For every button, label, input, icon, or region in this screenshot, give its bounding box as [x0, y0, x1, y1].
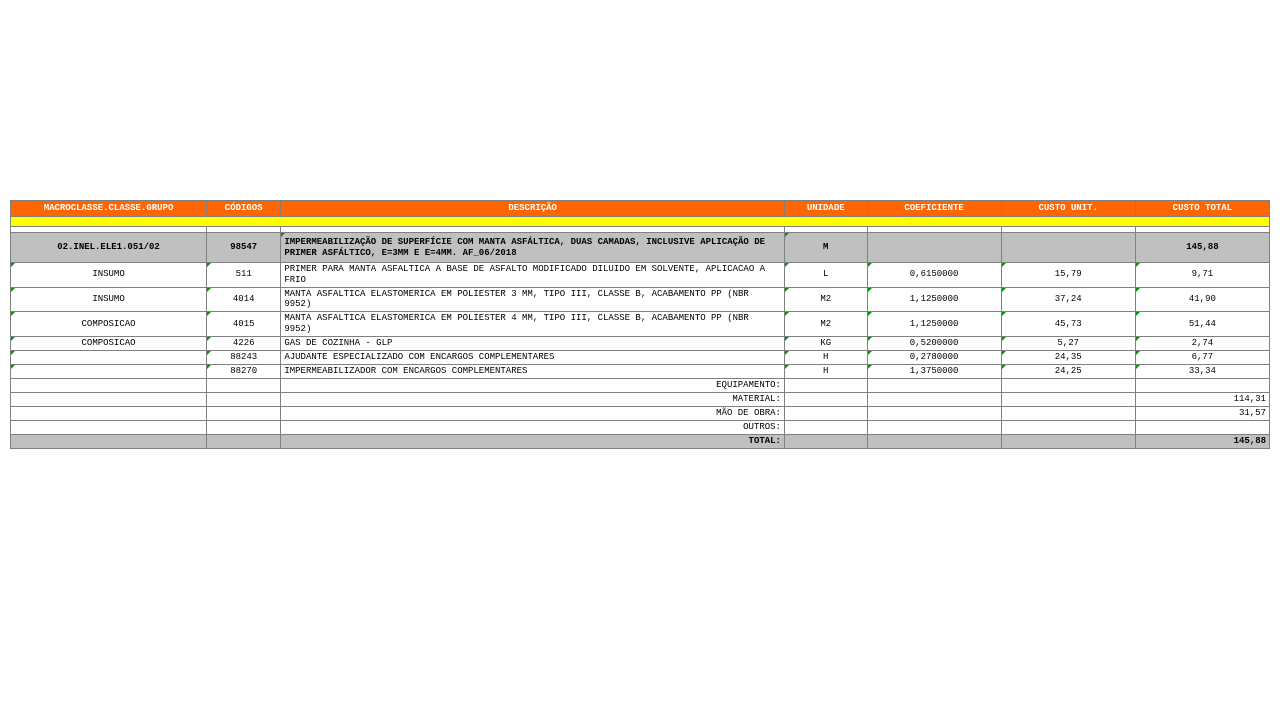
th-cod: CÓDIGOS: [207, 201, 281, 217]
subtotal-value: 31,57: [1135, 406, 1269, 420]
cell-total: 33,34: [1135, 364, 1269, 378]
cell-coef: 0,6150000: [867, 263, 1001, 288]
cell-unit: 5,27: [1001, 336, 1135, 350]
title-desc: IMPERMEABILIZAÇÃO DE SUPERFÍCIE COM MANT…: [281, 233, 785, 263]
cell-coef: 0,2780000: [867, 350, 1001, 364]
cell-unit: 37,24: [1001, 287, 1135, 312]
cell-uni: KG: [784, 336, 867, 350]
title-macro: 02.INEL.ELE1.051/02: [11, 233, 207, 263]
cell-unit: 24,25: [1001, 364, 1135, 378]
header-row: MACROCLASSE.CLASSE.GRUPO CÓDIGOS DESCRIÇ…: [11, 201, 1270, 217]
cell-cod: 88270: [207, 364, 281, 378]
cell-uni: M2: [784, 287, 867, 312]
cell-uni: H: [784, 350, 867, 364]
title-total: 145,88: [1135, 233, 1269, 263]
cell-cod: 4226: [207, 336, 281, 350]
cell-desc: PRIMER PARA MANTA ASFALTICA A BASE DE AS…: [281, 263, 785, 288]
cell-macro: COMPOSICAO: [11, 312, 207, 337]
subtotal-value: [1135, 420, 1269, 434]
composition-title-row: 02.INEL.ELE1.051/02 98547 IMPERMEABILIZA…: [11, 233, 1270, 263]
item-row: 88270IMPERMEABILIZADOR COM ENCARGOS COMP…: [11, 364, 1270, 378]
cell-desc: MANTA ASFALTICA ELASTOMERICA EM POLIESTE…: [281, 312, 785, 337]
title-uni: M: [784, 233, 867, 263]
grand-total-row: TOTAL: 145,88: [11, 434, 1270, 448]
cell-macro: [11, 350, 207, 364]
cell-unit: 15,79: [1001, 263, 1135, 288]
th-desc: DESCRIÇÃO: [281, 201, 785, 217]
cell-coef: 1,3750000: [867, 364, 1001, 378]
cell-macro: [11, 364, 207, 378]
th-total: CUSTO TOTAL: [1135, 201, 1269, 217]
cell-cod: 4015: [207, 312, 281, 337]
cell-uni: L: [784, 263, 867, 288]
subtotal-value: [1135, 378, 1269, 392]
grand-total: 145,88: [1135, 434, 1269, 448]
subtotal-label: EQUIPAMENTO:: [281, 378, 785, 392]
cell-cod: 511: [207, 263, 281, 288]
cell-total: 6,77: [1135, 350, 1269, 364]
title-unit: [1001, 233, 1135, 263]
highlight-row: [11, 217, 1270, 227]
cell-total: 41,90: [1135, 287, 1269, 312]
subtotal-row: MATERIAL: 114,31: [11, 392, 1270, 406]
cell-total: 2,74: [1135, 336, 1269, 350]
title-coef: [867, 233, 1001, 263]
th-unit: CUSTO UNIT.: [1001, 201, 1135, 217]
subtotal-row: OUTROS:: [11, 420, 1270, 434]
cell-desc: MANTA ASFALTICA ELASTOMERICA EM POLIESTE…: [281, 287, 785, 312]
item-row: COMPOSICAO4226GAS DE COZINHA - GLPKG0,52…: [11, 336, 1270, 350]
item-row: COMPOSICAO4015MANTA ASFALTICA ELASTOMERI…: [11, 312, 1270, 337]
cell-total: 51,44: [1135, 312, 1269, 337]
cell-desc: GAS DE COZINHA - GLP: [281, 336, 785, 350]
title-cod: 98547: [207, 233, 281, 263]
cell-total: 9,71: [1135, 263, 1269, 288]
subtotal-value: 114,31: [1135, 392, 1269, 406]
cell-unit: 24,35: [1001, 350, 1135, 364]
grand-label: TOTAL:: [281, 434, 785, 448]
table: MACROCLASSE.CLASSE.GRUPO CÓDIGOS DESCRIÇ…: [10, 200, 1270, 449]
cell-coef: 1,1250000: [867, 287, 1001, 312]
cell-cod: 88243: [207, 350, 281, 364]
cell-macro: INSUMO: [11, 263, 207, 288]
cost-composition-table: MACROCLASSE.CLASSE.GRUPO CÓDIGOS DESCRIÇ…: [10, 200, 1270, 449]
th-macro: MACROCLASSE.CLASSE.GRUPO: [11, 201, 207, 217]
cell-cod: 4014: [207, 287, 281, 312]
subtotal-label: MATERIAL:: [281, 392, 785, 406]
cell-unit: 45,73: [1001, 312, 1135, 337]
cell-uni: M2: [784, 312, 867, 337]
subtotal-row: MÃO DE OBRA: 31,57: [11, 406, 1270, 420]
cell-desc: AJUDANTE ESPECIALIZADO COM ENCARGOS COMP…: [281, 350, 785, 364]
cell-coef: 0,5200000: [867, 336, 1001, 350]
subtotal-label: OUTROS:: [281, 420, 785, 434]
subtotal-label: MÃO DE OBRA:: [281, 406, 785, 420]
item-row: INSUMO511PRIMER PARA MANTA ASFALTICA A B…: [11, 263, 1270, 288]
cell-macro: COMPOSICAO: [11, 336, 207, 350]
item-row: 88243AJUDANTE ESPECIALIZADO COM ENCARGOS…: [11, 350, 1270, 364]
item-row: INSUMO4014MANTA ASFALTICA ELASTOMERICA E…: [11, 287, 1270, 312]
cell-coef: 1,1250000: [867, 312, 1001, 337]
th-uni: UNIDADE: [784, 201, 867, 217]
subtotal-row: EQUIPAMENTO:: [11, 378, 1270, 392]
th-coef: COEFICIENTE: [867, 201, 1001, 217]
cell-macro: INSUMO: [11, 287, 207, 312]
cell-desc: IMPERMEABILIZADOR COM ENCARGOS COMPLEMEN…: [281, 364, 785, 378]
cell-uni: H: [784, 364, 867, 378]
